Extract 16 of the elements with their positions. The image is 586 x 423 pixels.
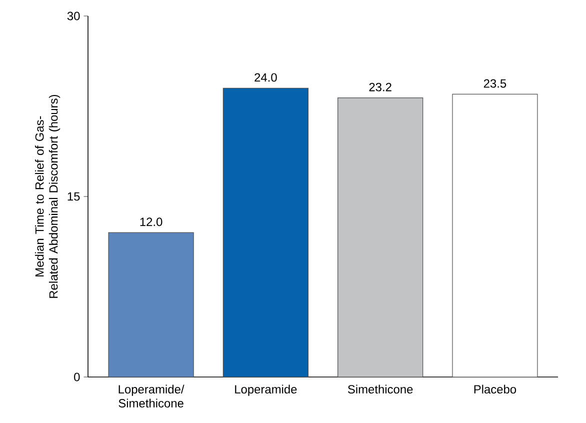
- data-label: 23.5: [484, 79, 506, 88]
- bar: [338, 98, 424, 378]
- y-axis-title: Median Time to Relief of Gas-Related Abdominal Discomfort (hours): [35, 94, 60, 298]
- bar: [222, 88, 308, 378]
- bar: [452, 94, 538, 378]
- x-tick-label: Placebo: [474, 384, 516, 394]
- data-label: 24.0: [254, 73, 277, 82]
- x-tick-label: Loperamide: [235, 384, 297, 396]
- y-tick-label: 15: [68, 192, 80, 201]
- bar: [108, 232, 194, 378]
- data-label: 12.0: [140, 218, 162, 226]
- y-tick-label: 30: [67, 12, 80, 20]
- x-tick-label: Loperamide/ Simethicone: [118, 384, 184, 408]
- y-tick-label: 0: [74, 372, 80, 382]
- x-tick-label: Simethicone: [348, 384, 413, 394]
- data-label: 23.2: [369, 82, 392, 92]
